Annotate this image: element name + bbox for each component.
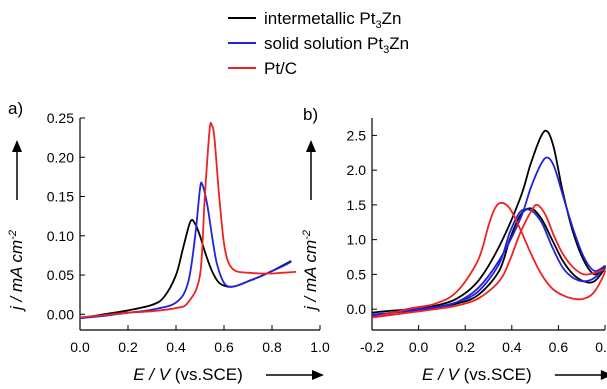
y-tick-label: 2.5 (347, 127, 367, 143)
x-tick-label: 0.0 (409, 339, 429, 355)
y-tick-label: 0.10 (47, 228, 74, 244)
panel-label: b) (303, 105, 318, 124)
panel-b: -0.2 0.0 0.2 0.4 0.6 0.8 0.0 0.5 1.0 1.5 2.0 2.5 b) E… (301, 105, 607, 384)
x-tick-label: 0.4 (502, 339, 522, 355)
x-tick-label: 0.2 (455, 339, 475, 355)
x-tick-label: 0.2 (118, 339, 138, 355)
y-tick-label: 0.05 (47, 267, 74, 283)
y-tick-label: 0.25 (47, 110, 74, 126)
legend-label-solid: solid solution Pt3Zn (264, 34, 409, 56)
y-tick-label: 0.0 (347, 301, 367, 317)
x-tick-label: 0.4 (166, 339, 186, 355)
y-axis-title: j / mA cm-2 (7, 230, 26, 312)
y-axis-arrow-head (12, 140, 22, 152)
panel-label: a) (8, 99, 23, 118)
y-tick-label: 0.5 (347, 266, 367, 282)
x-tick-label: 1.0 (310, 339, 330, 355)
x-tick-label: 0.6 (549, 339, 569, 355)
x-axis-arrow-head (312, 370, 324, 380)
y-tick-label: 0.00 (47, 306, 74, 322)
x-tick-label: -0.2 (360, 339, 384, 355)
y-axis-arrow-head (306, 140, 316, 152)
y-tick-label: 0.20 (47, 149, 74, 165)
series-line-pt-c (372, 201, 606, 319)
legend-label-ptc: Pt/C (264, 59, 297, 78)
legend: intermetallic Pt3Zn solid solution Pt3Zn P… (228, 9, 409, 78)
x-axis-title: E / V (vs.SCE) (133, 365, 243, 384)
legend-label-intermetallic: intermetallic Pt3Zn (264, 9, 401, 31)
panel-a: 0.0 0.2 0.4 0.6 0.8 1.0 0.00 0.05 0.10 0.15 0.20 0.… (7, 99, 330, 384)
x-axis-arrow-head (600, 370, 607, 380)
series-line-pt-c (80, 121, 297, 319)
series-line-intermetallic (80, 219, 292, 320)
x-axis-title: E / V (vs.SCE) (422, 365, 532, 384)
y-axis-title: j / mA cm-2 (301, 230, 320, 312)
y-tick-label: 2.0 (347, 162, 367, 178)
x-tick-label: 0.6 (214, 339, 234, 355)
x-tick-label: 0.8 (262, 339, 282, 355)
series-line-solid-solution (80, 181, 292, 320)
y-tick-label: 0.15 (47, 189, 74, 205)
series-line-solid-solution (372, 156, 606, 317)
x-tick-label: 0.0 (70, 339, 90, 355)
y-tick-label: 1.0 (347, 232, 367, 248)
y-tick-label: 1.5 (347, 197, 367, 213)
x-tick-label: 0.8 (595, 339, 607, 355)
